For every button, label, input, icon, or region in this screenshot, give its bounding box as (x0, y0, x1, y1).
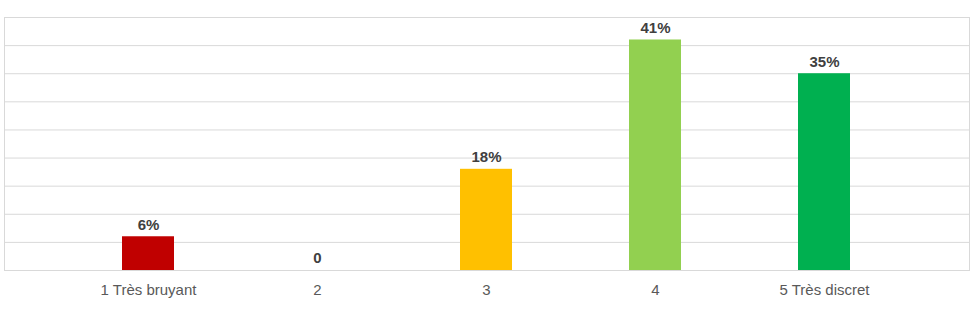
svg-text:35%: 35% (809, 53, 839, 70)
svg-text:2: 2 (313, 281, 321, 298)
svg-text:0: 0 (313, 249, 321, 266)
svg-text:41%: 41% (640, 19, 670, 36)
svg-text:5 Très discret: 5 Très discret (779, 281, 870, 298)
svg-text:3: 3 (482, 281, 490, 298)
svg-text:4: 4 (651, 281, 659, 298)
svg-text:1 Très bruyant: 1 Très bruyant (101, 281, 198, 298)
svg-text:18%: 18% (471, 148, 501, 165)
svg-text:6%: 6% (138, 216, 160, 233)
